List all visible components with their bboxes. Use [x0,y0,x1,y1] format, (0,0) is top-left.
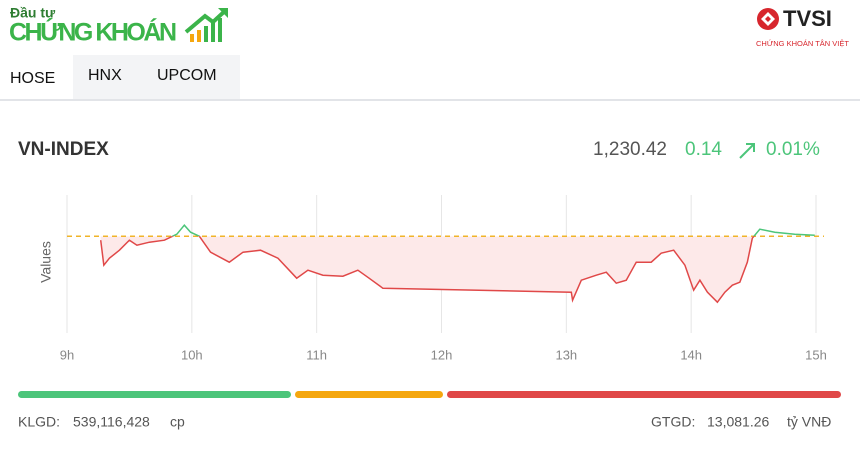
tab[interactable]: HNX [88,67,122,84]
brand-top: Đầu tư [10,5,56,21]
x-tick-label: 12h [431,347,453,362]
line-up [170,224,815,237]
index-name: VN-INDEX [18,139,109,160]
value-label: GTGD: [651,414,695,430]
x-tick-label: 9h [60,347,74,362]
index-change: 0.14 [685,139,722,160]
index-value: 1,230.42 [593,139,667,160]
area-below [100,236,815,303]
partner-icon [757,8,779,30]
x-tick-label: 13h [555,347,577,362]
breadth-segment [295,391,443,398]
x-tick-label: 10h [181,347,203,362]
line-down [99,236,755,304]
trade-value: 13,081.26 [707,414,769,430]
chart: 9h 10h 11h 12h 13h 14h 15h [60,195,827,362]
x-tick-label: 15h [805,347,827,362]
volume-label: KLGD: [18,414,60,430]
breadth-segment [447,391,841,398]
y-axis-label: Values [38,241,54,283]
tab[interactable]: HOSE [10,70,55,87]
volume: 539,116,428 [73,414,150,430]
x-tick-label: 11h [306,347,327,362]
brand-icon [184,8,228,42]
partner: TVSI [783,6,832,31]
brand: CHỨNG KHOÁN [9,17,177,47]
value-unit: tỷ VNĐ [787,414,831,430]
volume-unit: cp [170,414,185,430]
x-tick-label: 14h [680,347,702,362]
breadth-bar [18,391,841,398]
tab[interactable]: UPCOM [157,67,217,84]
breadth-segment [18,391,291,398]
tab-active-bg [0,55,73,101]
partner-sub: CHỨNG KHOÁN TÂN VIỆT [756,39,849,48]
up-arrow [739,143,755,159]
index-percent: 0.01% [766,139,820,160]
